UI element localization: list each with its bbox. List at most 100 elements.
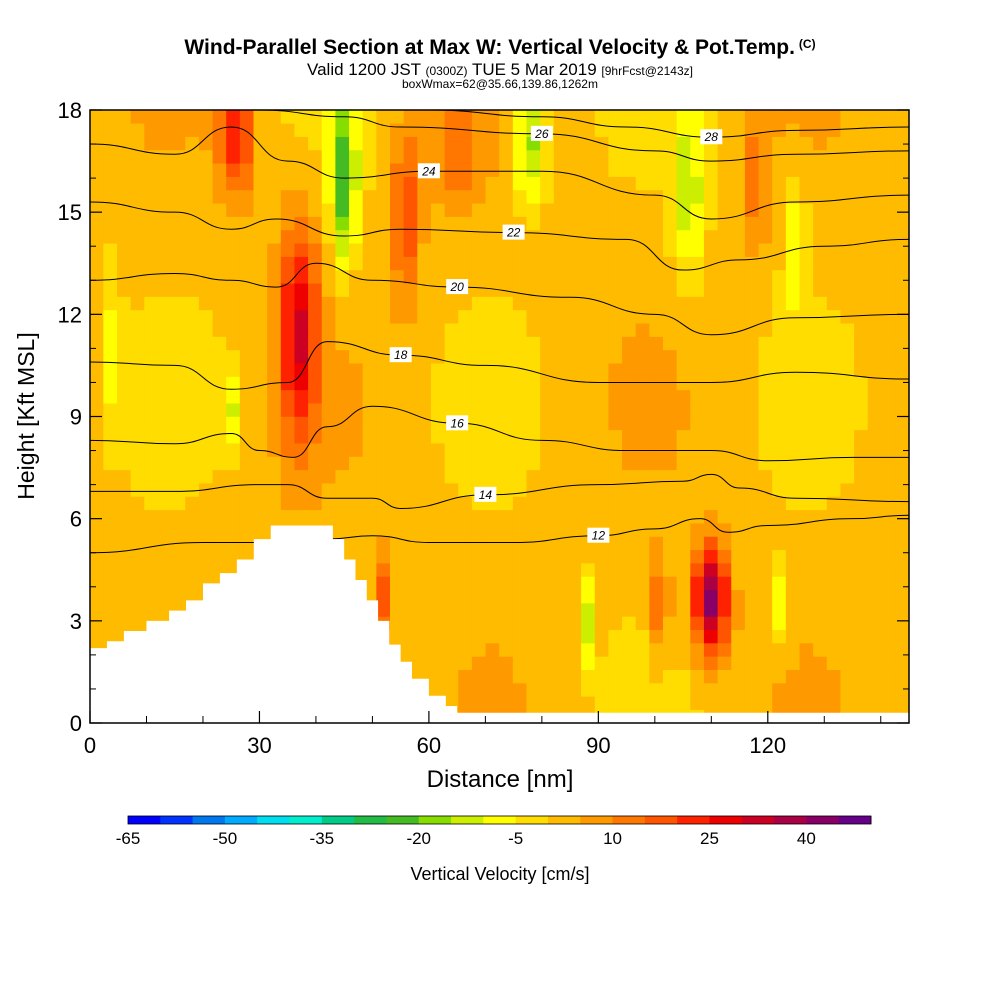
field-cell — [772, 176, 787, 191]
field-cell — [813, 110, 828, 124]
field-cell — [717, 682, 732, 697]
field-cell — [212, 202, 227, 217]
field-cell — [744, 229, 760, 244]
field-cell — [130, 349, 145, 364]
field-cell — [785, 456, 801, 471]
field-cell — [403, 402, 418, 417]
field-cell — [553, 136, 569, 151]
field-cell — [840, 349, 855, 364]
field-cell — [840, 429, 855, 444]
field-cell — [130, 123, 145, 137]
field-cell — [90, 149, 104, 164]
field-cell — [512, 576, 528, 591]
box-info: boxWmax=62@35.66,139.86,1262m — [402, 77, 598, 91]
field-cell — [471, 696, 487, 710]
field-cell — [485, 442, 500, 457]
field-cell — [731, 282, 746, 297]
terrain-fill — [90, 525, 909, 723]
field-cell — [430, 242, 446, 257]
field-cell — [676, 376, 691, 391]
field-cell — [840, 642, 855, 657]
field-cell — [854, 229, 869, 244]
field-cell — [731, 656, 746, 670]
field-cell — [280, 269, 296, 284]
field-cell — [349, 229, 364, 244]
field-cell — [430, 362, 446, 377]
field-cell — [171, 322, 186, 337]
field-cell — [458, 402, 473, 417]
field-cell — [308, 482, 323, 497]
field-cell — [171, 229, 186, 244]
field-cell — [390, 110, 405, 124]
field-cell — [458, 309, 473, 324]
field-cell — [212, 429, 227, 444]
field-cell — [226, 149, 241, 164]
field-cell — [608, 656, 623, 670]
field-cell — [430, 110, 446, 124]
field-cell — [471, 562, 487, 577]
field-cell — [471, 442, 487, 457]
field-cell — [526, 616, 541, 631]
field-cell — [840, 163, 855, 177]
field-cell — [772, 349, 787, 364]
field-cell — [744, 362, 760, 377]
field-cell — [253, 216, 268, 231]
field-cell — [608, 616, 623, 631]
field-cell — [717, 456, 732, 471]
field-cell — [485, 110, 500, 124]
field-cell — [499, 442, 514, 457]
field-cell — [444, 549, 459, 564]
field-cell — [676, 282, 691, 297]
field-cell — [731, 309, 746, 324]
field-cell — [540, 189, 555, 204]
field-cell — [731, 216, 746, 231]
field-cell — [826, 616, 842, 631]
field-cell — [390, 576, 405, 591]
field-cell — [540, 376, 555, 391]
field-cell — [567, 282, 582, 297]
field-cell — [881, 202, 896, 217]
field-cell — [485, 336, 500, 351]
field-cell — [403, 189, 418, 204]
field-cell — [799, 469, 814, 484]
field-cell — [649, 136, 664, 151]
field-cell — [171, 442, 186, 457]
field-cell — [103, 296, 118, 311]
field-cell — [103, 549, 118, 564]
field-cell — [594, 336, 609, 351]
field-cell — [362, 496, 377, 511]
field-cell — [744, 309, 760, 324]
field-cell — [499, 136, 514, 151]
field-cell — [867, 216, 882, 231]
field-cell — [198, 216, 214, 231]
field-cell — [785, 562, 801, 577]
field-cell — [185, 576, 200, 591]
field-cell — [867, 202, 882, 217]
field-cell — [840, 189, 855, 204]
field-cell — [335, 482, 350, 497]
field-cell — [471, 429, 487, 444]
field-cell — [594, 482, 609, 497]
field-cell — [622, 696, 637, 710]
field-cell — [485, 296, 500, 311]
field-cell — [649, 229, 664, 244]
field-cell — [512, 176, 528, 191]
field-cell — [608, 242, 623, 257]
field-cell — [144, 216, 159, 231]
field-cell — [895, 229, 909, 244]
field-cell — [362, 402, 377, 417]
field-cell — [540, 696, 555, 710]
field-cell — [663, 296, 678, 311]
field-cell — [157, 163, 173, 177]
field-cell — [239, 482, 255, 497]
field-cell — [267, 202, 282, 217]
field-cell — [198, 496, 214, 511]
field-cell — [744, 549, 760, 564]
field-cell — [157, 242, 173, 257]
field-cell — [485, 163, 500, 177]
field-cell — [458, 629, 473, 644]
field-cell — [471, 522, 487, 537]
field-cell — [649, 202, 664, 217]
field-cell — [731, 469, 746, 484]
field-cell — [895, 309, 909, 324]
